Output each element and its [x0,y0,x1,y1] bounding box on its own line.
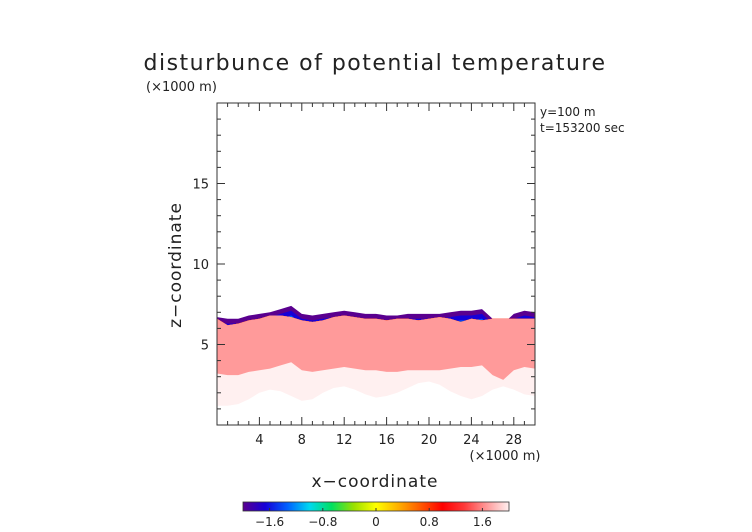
y-axis-label: z−coordinate [166,202,186,328]
x-tick-label: 4 [255,433,263,448]
colorbar-tick-label: 0 [372,515,380,529]
y-tick-label: 15 [192,178,209,193]
y-tick-label: 10 [192,258,209,273]
chart-title: disturbunce of potential temperature [144,51,607,76]
colorbar-ticks: −1.6 −0.8 0 0.8 1.6 [255,508,492,529]
x-axis-label: x−coordinate [312,472,439,492]
annotation-t: t=153200 sec [540,121,625,135]
x-tick-label: 20 [421,433,438,448]
colorbar-tick-label: 1.6 [473,515,492,529]
x-tick-label: 12 [336,433,353,448]
x-tick-label: 28 [506,433,523,448]
colorbar-tick-label: 0.8 [420,515,439,529]
y-units-label: (×1000 m) [146,80,217,95]
field-level-band [217,315,535,380]
x-units-label: (×1000 m) [470,449,541,464]
x-tick-label: 8 [298,433,306,448]
colorbar-tick-label: −1.6 [255,515,284,529]
annotation-y: y=100 m [540,105,596,119]
x-tick-label: 16 [378,433,395,448]
y-tick-label: 5 [201,339,209,354]
temperature-field [217,305,535,406]
colorbar-tick-label: −0.8 [308,515,337,529]
plot-axes: 4 8 12 16 20 24 28 5 10 15 [192,102,536,448]
x-tick-label: 24 [463,433,480,448]
